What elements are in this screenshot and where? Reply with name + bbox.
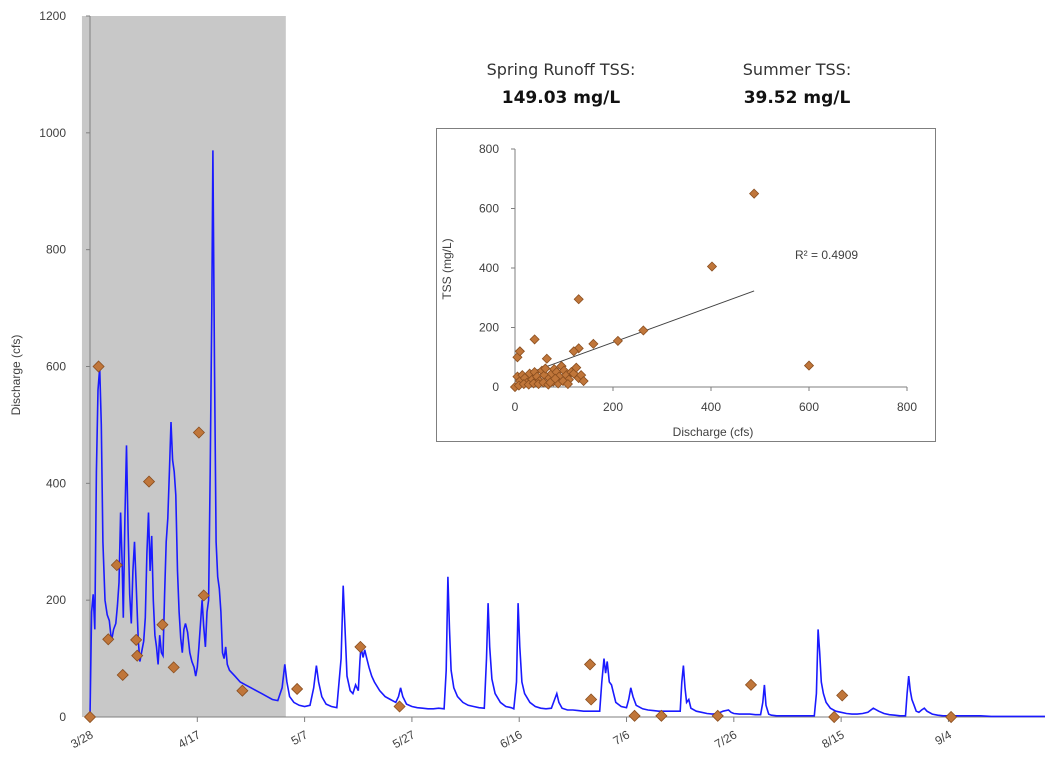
inset-y-tick-label: 800 [479, 142, 499, 156]
x-tick-label: 3/28 [68, 727, 96, 751]
sample-marker [167, 661, 180, 674]
inset-x-tick-label: 0 [512, 400, 519, 414]
y-tick-label: 800 [46, 243, 66, 257]
y-tick-label: 600 [46, 360, 66, 374]
sample-marker [130, 633, 143, 646]
y-axis-ticks: 0 200 400 600 800 1000 1200 [39, 9, 90, 724]
sample-marker [393, 700, 406, 713]
sample-marker [583, 658, 597, 671]
scatter-point [571, 362, 582, 373]
sample-marker [711, 709, 724, 722]
spring-runoff-label: Spring Runoff TSS: [486, 60, 636, 79]
y-axis-title: Discharge (cfs) [9, 335, 23, 416]
sample-marker [744, 678, 758, 691]
inset-y-tick-label: 200 [479, 321, 499, 335]
sample-marker [291, 682, 304, 696]
scatter-point [588, 338, 599, 349]
inset-x-tick-label: 600 [799, 400, 819, 414]
x-tick-label: 9/4 [932, 727, 954, 748]
sample-marker [102, 633, 115, 646]
summer-label: Summer TSS: [742, 60, 852, 79]
sample-marker [236, 684, 249, 697]
scatter-points [509, 188, 815, 393]
sample-marker [655, 709, 668, 722]
scatter-point [638, 325, 649, 336]
scatter-point [573, 294, 584, 305]
tss-sample-markers [83, 360, 958, 724]
inset-x-tick-label: 400 [701, 400, 721, 414]
x-tick-label: 5/27 [390, 727, 418, 751]
sample-marker [197, 589, 210, 602]
y-tick-label: 1200 [39, 9, 66, 23]
y-tick-label: 200 [46, 593, 66, 607]
y-tick-label: 400 [46, 476, 66, 490]
scatter-point [557, 375, 569, 387]
scatter-point [529, 334, 540, 345]
scatter-point [514, 346, 525, 357]
sample-marker [628, 709, 641, 722]
inset-y-tick-label: 600 [479, 202, 499, 216]
inset-x-axis-ticks: 0 200 400 600 800 [512, 387, 917, 414]
inset-y-tick-label: 0 [492, 380, 499, 394]
r-squared-annotation: R² = 0.4909 [795, 248, 858, 262]
scatter-point [562, 378, 573, 390]
sample-marker [836, 689, 849, 702]
sample-marker [92, 360, 105, 373]
scatter-point [541, 353, 552, 364]
inset-x-tick-label: 800 [897, 400, 917, 414]
x-tick-label: 8/15 [819, 727, 847, 751]
y-tick-label: 1000 [39, 126, 66, 140]
sample-marker [945, 710, 958, 724]
inset-y-axis-ticks: 0 200 400 600 800 [479, 142, 515, 394]
x-tick-label: 4/17 [176, 727, 204, 751]
inset-y-tick-label: 400 [479, 261, 499, 275]
sample-marker [83, 710, 97, 724]
summer-value: 39.52 mg/L [743, 88, 851, 108]
inset-x-tick-label: 200 [603, 400, 623, 414]
x-tick-label: 7/26 [712, 727, 740, 751]
sample-marker [110, 559, 123, 572]
scatter-point [706, 261, 718, 272]
scatter-point [540, 363, 551, 374]
x-tick-label: 7/6 [611, 727, 633, 748]
scatter-point [538, 377, 549, 388]
trendline [514, 290, 755, 379]
scatter-point [550, 373, 561, 384]
spring-runoff-value: 149.03 mg/L [501, 88, 621, 108]
inset-y-axis-title: TSS (mg/L) [440, 238, 454, 299]
discharge-line [89, 150, 1045, 718]
x-tick-label: 6/16 [497, 727, 525, 751]
scatter-point [578, 375, 589, 387]
sample-marker [156, 618, 169, 631]
sample-marker [192, 426, 205, 439]
scatter-point [568, 346, 579, 357]
sample-marker [585, 693, 598, 706]
scatter-point [749, 188, 760, 199]
x-tick-label: 5/7 [289, 727, 311, 748]
scatter-point [612, 335, 623, 346]
sample-marker [131, 649, 144, 662]
y-tick-label: 0 [59, 710, 66, 724]
sample-marker [116, 668, 129, 682]
sample-marker [354, 640, 367, 653]
sample-marker [828, 710, 841, 724]
x-axis-ticks: 3/28 4/17 5/7 5/27 6/16 7/6 7/26 8/15 9/4 [68, 717, 954, 751]
sample-marker [142, 475, 156, 488]
scatter-point [803, 360, 815, 371]
tss-vs-discharge-inset: 0 200 400 600 800 0 200 400 600 800 R² = 0.4909 … [436, 128, 936, 442]
inset-x-axis-title: Discharge (cfs) [673, 425, 754, 439]
spring-runoff-shaded-region [81, 16, 286, 717]
